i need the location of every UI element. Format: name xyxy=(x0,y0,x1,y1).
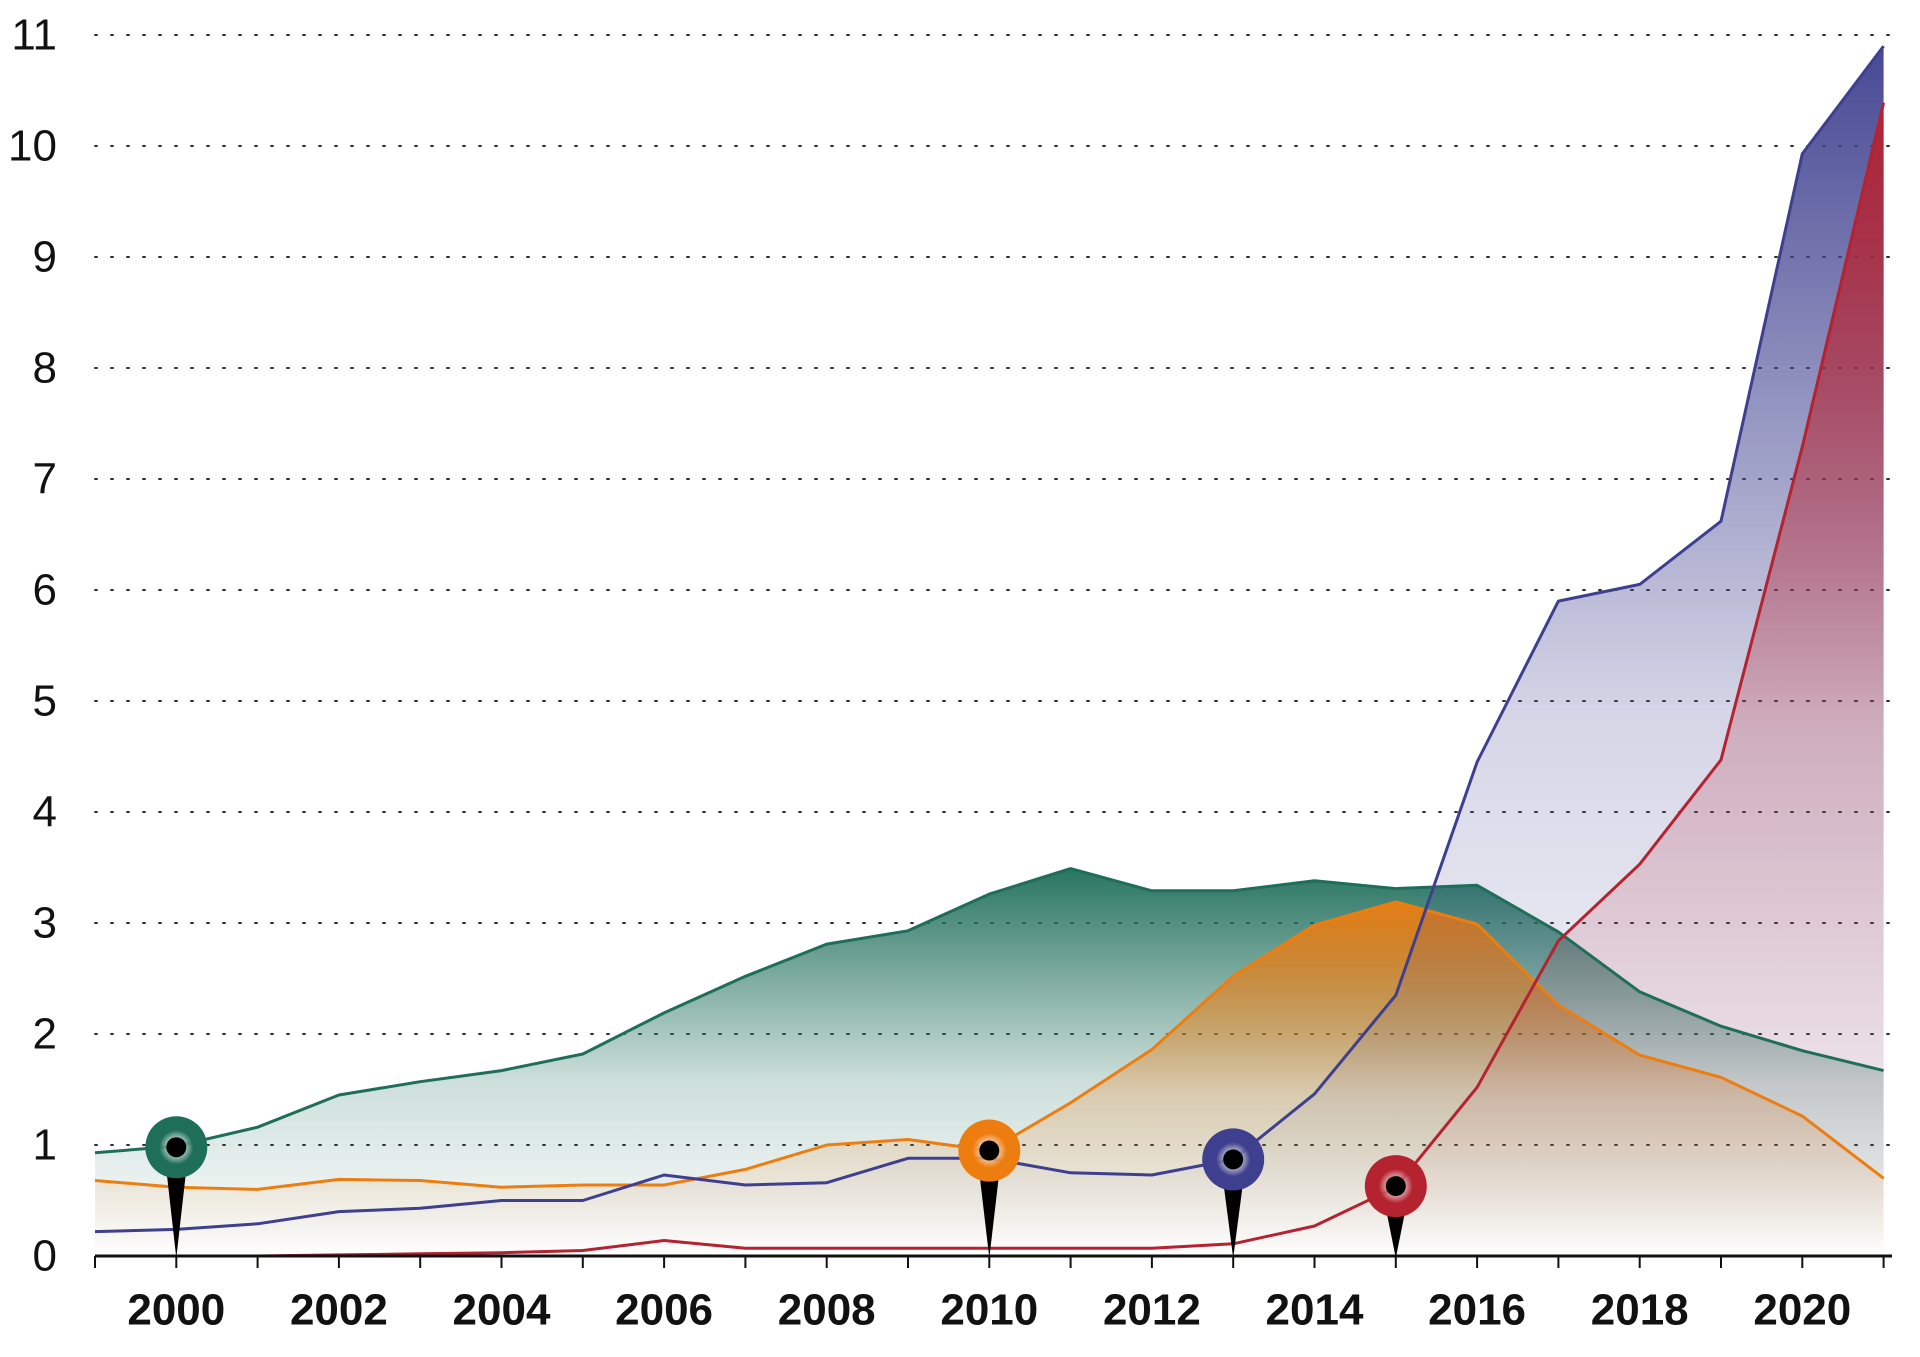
x-tick-label: 2018 xyxy=(1591,1286,1689,1335)
y-tick-label: 7 xyxy=(33,455,57,504)
x-tick-label: 2004 xyxy=(453,1286,551,1335)
y-tick-label: 10 xyxy=(8,122,57,171)
y-tick-label: 8 xyxy=(33,344,57,393)
y-tick-label: 9 xyxy=(33,233,57,282)
pin-dot xyxy=(1385,1176,1406,1197)
x-tick-label: 2000 xyxy=(127,1286,225,1335)
y-tick-label: 5 xyxy=(33,677,57,726)
pin-marker-4 xyxy=(1364,1155,1427,1258)
x-tick-label: 2002 xyxy=(290,1286,388,1335)
pin-stem xyxy=(979,1172,1000,1258)
x-tick-label: 2012 xyxy=(1103,1286,1201,1335)
pin-stem xyxy=(166,1169,187,1258)
pin-dot xyxy=(1223,1149,1244,1170)
pin-marker-2 xyxy=(958,1119,1021,1258)
y-tick-label: 0 xyxy=(33,1232,57,1281)
pin-dot xyxy=(166,1137,187,1158)
y-tick-label: 11 xyxy=(11,11,57,60)
y-tick-label: 2 xyxy=(33,1010,57,1059)
pin-marker-1 xyxy=(145,1116,208,1258)
series-area-3 xyxy=(95,46,1884,1257)
x-tick-label: 2014 xyxy=(1266,1286,1364,1335)
x-tick-label: 2006 xyxy=(615,1286,713,1335)
pin-stem xyxy=(1385,1208,1406,1258)
x-tick-label: 2008 xyxy=(778,1286,876,1335)
x-tick-label: 2010 xyxy=(940,1286,1038,1335)
y-tick-label: 3 xyxy=(33,899,57,948)
series-areas xyxy=(95,46,1884,1257)
y-tick-label: 6 xyxy=(33,566,57,615)
series-line-1 xyxy=(94,867,1884,1155)
x-tick-label: 2016 xyxy=(1428,1286,1526,1335)
series-markers xyxy=(145,1116,1427,1258)
series-area-4 xyxy=(95,102,1884,1257)
pin-dot xyxy=(979,1140,1000,1161)
y-tick-label: 1 xyxy=(33,1121,57,1170)
y-tick-label: 4 xyxy=(33,788,57,837)
pin-stem xyxy=(1223,1181,1244,1258)
x-tick-label: 2020 xyxy=(1753,1286,1851,1335)
pin-marker-3 xyxy=(1202,1128,1265,1258)
axes: 0 1 2 3 4 5 6 7 8 9 10 11 2000 2002 2004 2006 2008 2010 20… xyxy=(8,11,1892,1335)
